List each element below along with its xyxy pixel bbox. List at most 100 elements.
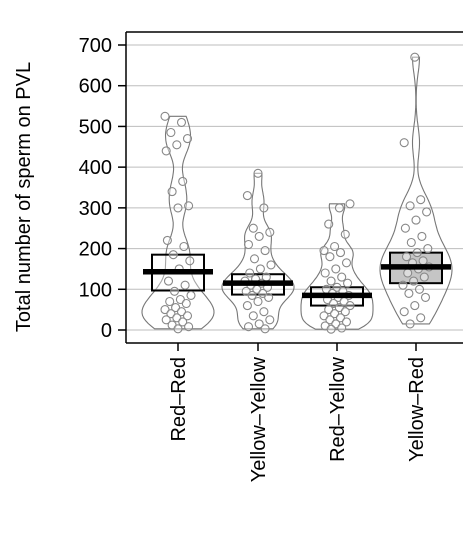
- data-point: [259, 307, 269, 317]
- data-points: [160, 52, 434, 334]
- data-point: [341, 258, 352, 268]
- data-point: [178, 317, 188, 327]
- data-point: [260, 324, 270, 334]
- data-point: [249, 254, 260, 264]
- data-point: [179, 241, 189, 252]
- data-point: [254, 231, 264, 241]
- x-tick-label: Red–Yellow: [327, 356, 349, 461]
- y-axis-title: Total number of sperm on PVL: [13, 62, 35, 332]
- y-tick-label: 500: [79, 116, 112, 138]
- data-point: [405, 201, 415, 211]
- data-point: [248, 223, 258, 233]
- data-point: [243, 239, 254, 250]
- data-point: [184, 201, 194, 211]
- mean-bars: [143, 264, 451, 299]
- data-point: [331, 264, 341, 274]
- y-tick-label: 100: [79, 279, 112, 301]
- data-point: [423, 244, 433, 254]
- data-point: [169, 286, 180, 296]
- data-point: [245, 268, 255, 278]
- data-point: [326, 324, 336, 334]
- data-point: [260, 246, 270, 256]
- y-tick-label: 700: [79, 35, 112, 57]
- data-point: [416, 195, 426, 205]
- data-point: [167, 187, 177, 197]
- data-point: [182, 134, 193, 144]
- data-point: [178, 176, 188, 186]
- data-point: [343, 278, 353, 288]
- y-tick-label: 0: [101, 320, 112, 342]
- violin: [379, 56, 453, 325]
- y-ticks: 0 100 200 300 400 500 600 700: [79, 35, 126, 342]
- data-point: [330, 241, 340, 252]
- data-point: [420, 292, 431, 302]
- data-point: [412, 248, 422, 258]
- data-point: [181, 298, 191, 309]
- data-point: [185, 256, 195, 266]
- data-point: [405, 319, 415, 329]
- data-point: [401, 252, 412, 262]
- data-point: [180, 280, 190, 290]
- x-ticks: Red–Red Yellow–Yellow Red–Yellow Yellow–Red: [168, 343, 428, 482]
- data-point: [253, 296, 263, 307]
- data-point: [340, 307, 350, 317]
- data-point: [247, 290, 257, 300]
- data-point: [403, 268, 413, 278]
- data-point: [163, 276, 174, 286]
- data-point: [411, 215, 421, 225]
- data-point: [345, 301, 355, 311]
- data-point: [324, 219, 334, 229]
- data-point: [160, 111, 170, 121]
- data-point: [242, 191, 252, 201]
- data-point: [186, 290, 196, 300]
- y-tick-label: 400: [79, 157, 112, 179]
- data-point: [259, 203, 269, 213]
- data-point: [319, 246, 329, 256]
- data-point: [416, 313, 426, 323]
- data-point: [166, 127, 176, 138]
- data-point: [341, 317, 352, 327]
- data-point: [173, 324, 183, 334]
- boxes: [151, 251, 443, 307]
- x-tick-label: Red–Red: [168, 357, 190, 442]
- data-point: [265, 315, 275, 325]
- data-point: [184, 322, 194, 332]
- data-point: [182, 311, 193, 321]
- data-point: [410, 52, 420, 62]
- data-point: [409, 276, 419, 286]
- data-point: [417, 231, 427, 241]
- data-point: [161, 146, 171, 156]
- data-point: [264, 292, 274, 302]
- data-point: [248, 311, 258, 321]
- y-tick-label: 300: [79, 198, 112, 220]
- data-point: [414, 284, 425, 294]
- x-tick-label: Yellow–Red: [406, 357, 428, 462]
- data-point: [410, 301, 420, 311]
- violins: [141, 56, 453, 330]
- y-tick-label: 200: [79, 239, 112, 261]
- data-point: [325, 252, 335, 262]
- y-tick-label: 600: [79, 76, 112, 98]
- data-point: [335, 248, 346, 258]
- data-point: [168, 250, 178, 260]
- data-point: [255, 264, 265, 274]
- data-point: [265, 227, 275, 237]
- data-point: [173, 203, 183, 213]
- data-point: [422, 207, 432, 217]
- data-point: [326, 276, 336, 286]
- data-point: [337, 272, 347, 282]
- data-point: [266, 260, 276, 270]
- data-point: [345, 199, 355, 209]
- data-point: [404, 288, 414, 298]
- data-point: [162, 235, 172, 245]
- data-point: [242, 301, 252, 311]
- data-point: [253, 168, 263, 178]
- violin: [300, 203, 374, 330]
- data-point: [400, 223, 410, 233]
- data-point: [243, 322, 254, 332]
- data-point: [176, 117, 187, 127]
- data-point: [419, 272, 429, 282]
- data-point: [406, 237, 416, 248]
- data-point: [337, 323, 347, 333]
